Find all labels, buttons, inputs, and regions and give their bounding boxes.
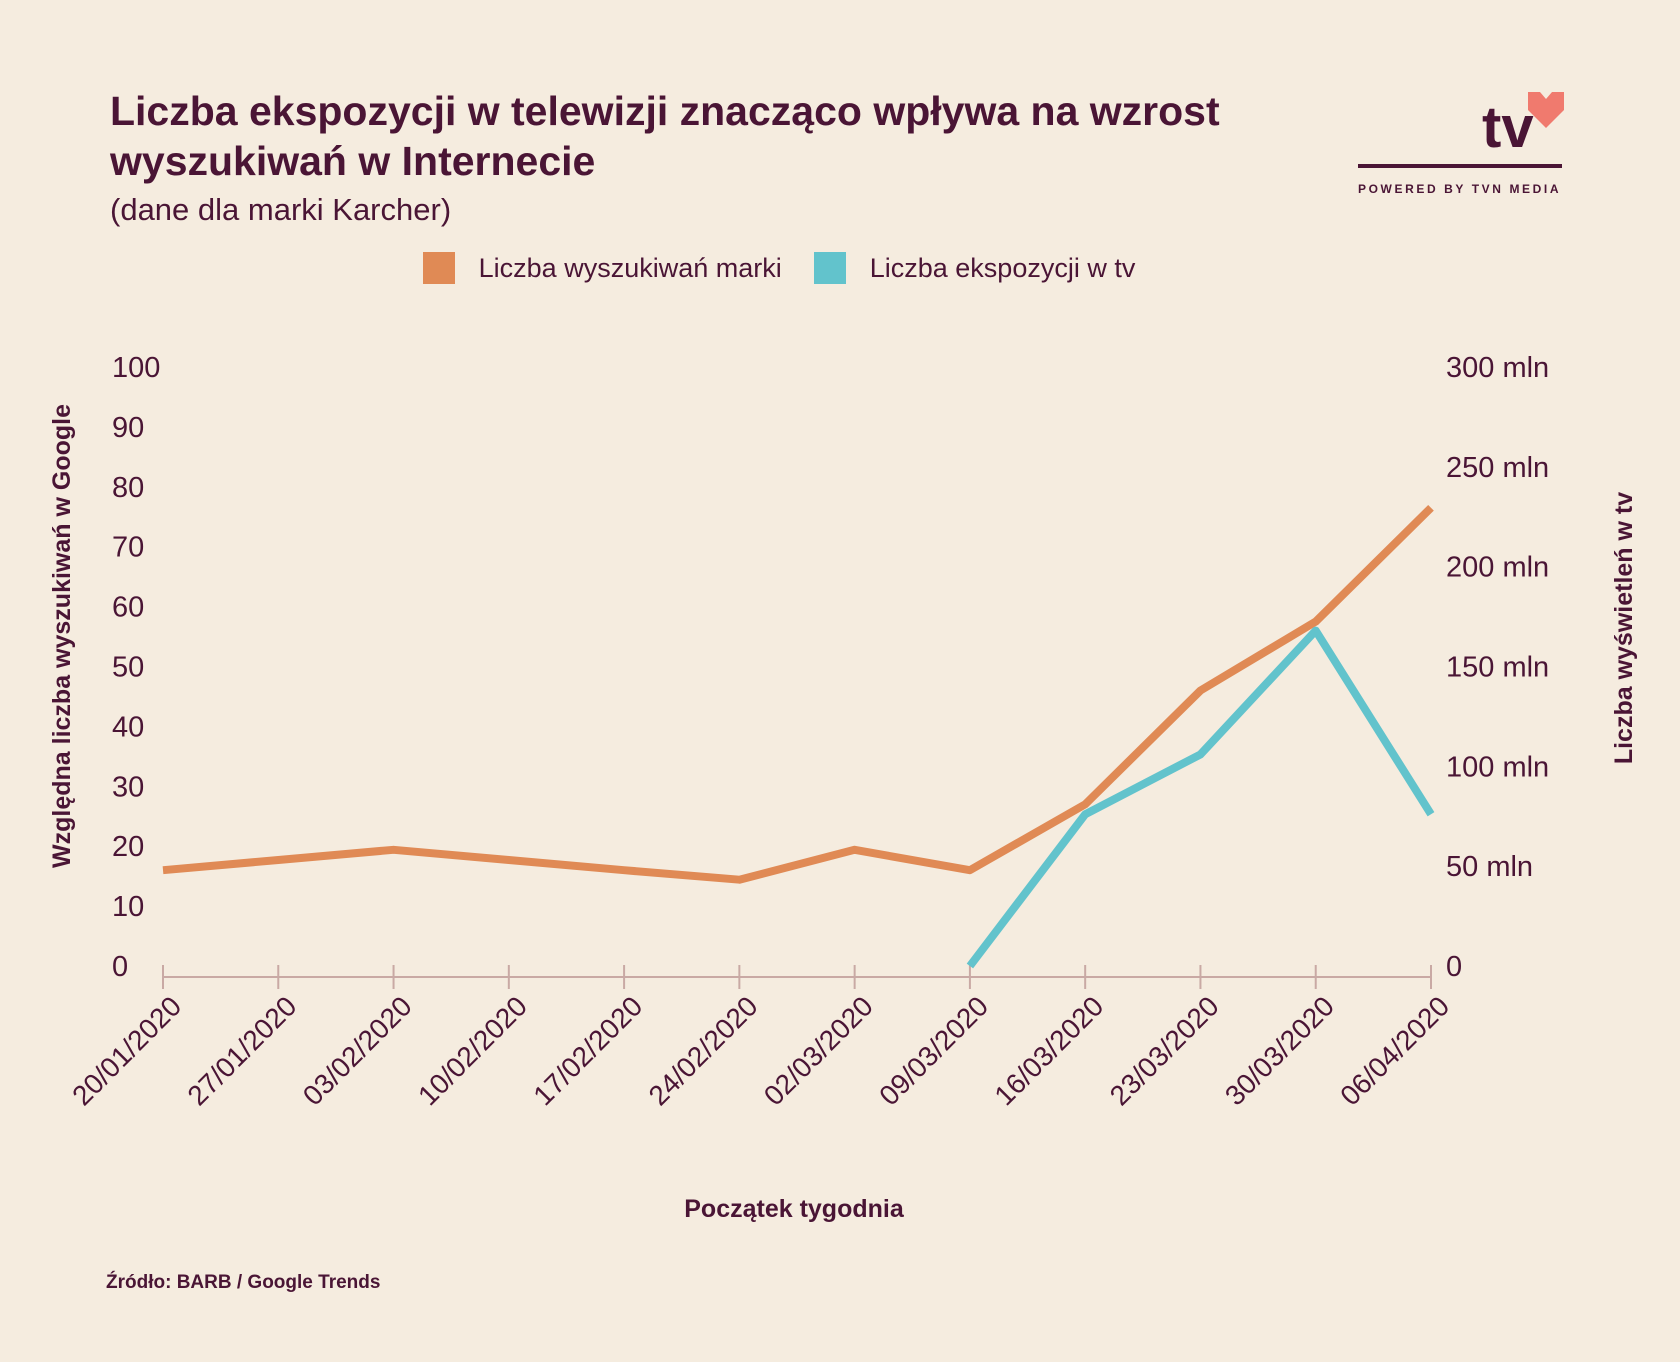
legend-label-search: Liczba wyszukiwań marki [478,252,782,283]
tvn-logo: tv POWERED BY TVN MEDIA [1358,92,1564,202]
x-tick-label: 24/02/2020 [643,990,764,1111]
legend-swatch-tv [813,252,846,284]
x-tick-label: 17/02/2020 [527,990,648,1111]
x-tick-label: 27/01/2020 [182,990,303,1111]
x-tick-label: 20/01/2020 [66,990,187,1111]
chart-legend: Liczba wyszukiwań marki Liczba ekspozycj… [0,252,1680,284]
y2-tick-label: 100 mln [1446,751,1549,783]
y2-axis-title: Liczba wyświetleń w tv [1610,492,1638,764]
y2-tick-label: 150 mln [1446,652,1549,684]
y-tick-label: 10 [112,891,144,923]
legend-item-search: Liczba wyszukiwań marki [422,252,782,284]
y2-tick-label: 300 mln [1446,352,1549,384]
y-tick-label: 30 [112,771,144,803]
logo-mark: tv [1482,95,1534,160]
legend-item-tv: Liczba ekspozycji w tv [813,252,1136,284]
x-tick-label: 10/02/2020 [412,990,533,1111]
chart-title: Liczba ekspozycji w telewizji znacząco w… [110,88,1220,184]
x-tick-label: 23/03/2020 [1104,990,1225,1111]
x-tick-label: 16/03/2020 [988,990,1109,1111]
legend-swatch-search [422,252,455,284]
logo-divider [1358,164,1562,168]
x-tick-label: 03/02/2020 [297,990,418,1111]
y2-tick-label: 0 [1446,951,1462,983]
y-tick-label: 40 [112,711,144,743]
y2-tick-label: 200 mln [1446,552,1549,584]
y2-tick-label: 250 mln [1446,452,1549,484]
y-tick-label: 60 [112,592,144,624]
legend-label-tv: Liczba ekspozycji w tv [869,252,1136,283]
tv-series-line [966,626,1435,969]
x-axis-title: Początek tygodnia [684,1195,905,1223]
logo-tagline: POWERED BY TVN MEDIA [1358,182,1562,196]
y-tick-label: 50 [112,652,144,684]
heart-icon [1528,92,1564,128]
y-tick-label: 100 [112,352,160,384]
y-tick-label: 0 [112,951,128,983]
line-chart: 20/01/202027/01/202003/02/202010/02/2020… [48,352,1638,1223]
y-tick-label: 20 [112,831,144,863]
x-tick-label: 30/03/2020 [1219,990,1340,1111]
source-note: Źródło: BARB / Google Trends [106,1272,381,1293]
y-tick-label: 90 [112,412,144,444]
x-tick-label: 06/04/2020 [1334,990,1455,1111]
y2-tick-label: 50 mln [1446,851,1533,883]
x-tick-label: 09/03/2020 [873,990,994,1111]
y-axis-title: Względna liczba wyszukiwań w Google [48,404,76,868]
y-tick-label: 70 [112,532,144,564]
x-tick-label: 02/03/2020 [758,990,879,1111]
chart-subtitle: (dane dla marki Karcher) [110,192,452,227]
y-tick-label: 80 [112,472,144,504]
search-series-line [162,504,1434,884]
